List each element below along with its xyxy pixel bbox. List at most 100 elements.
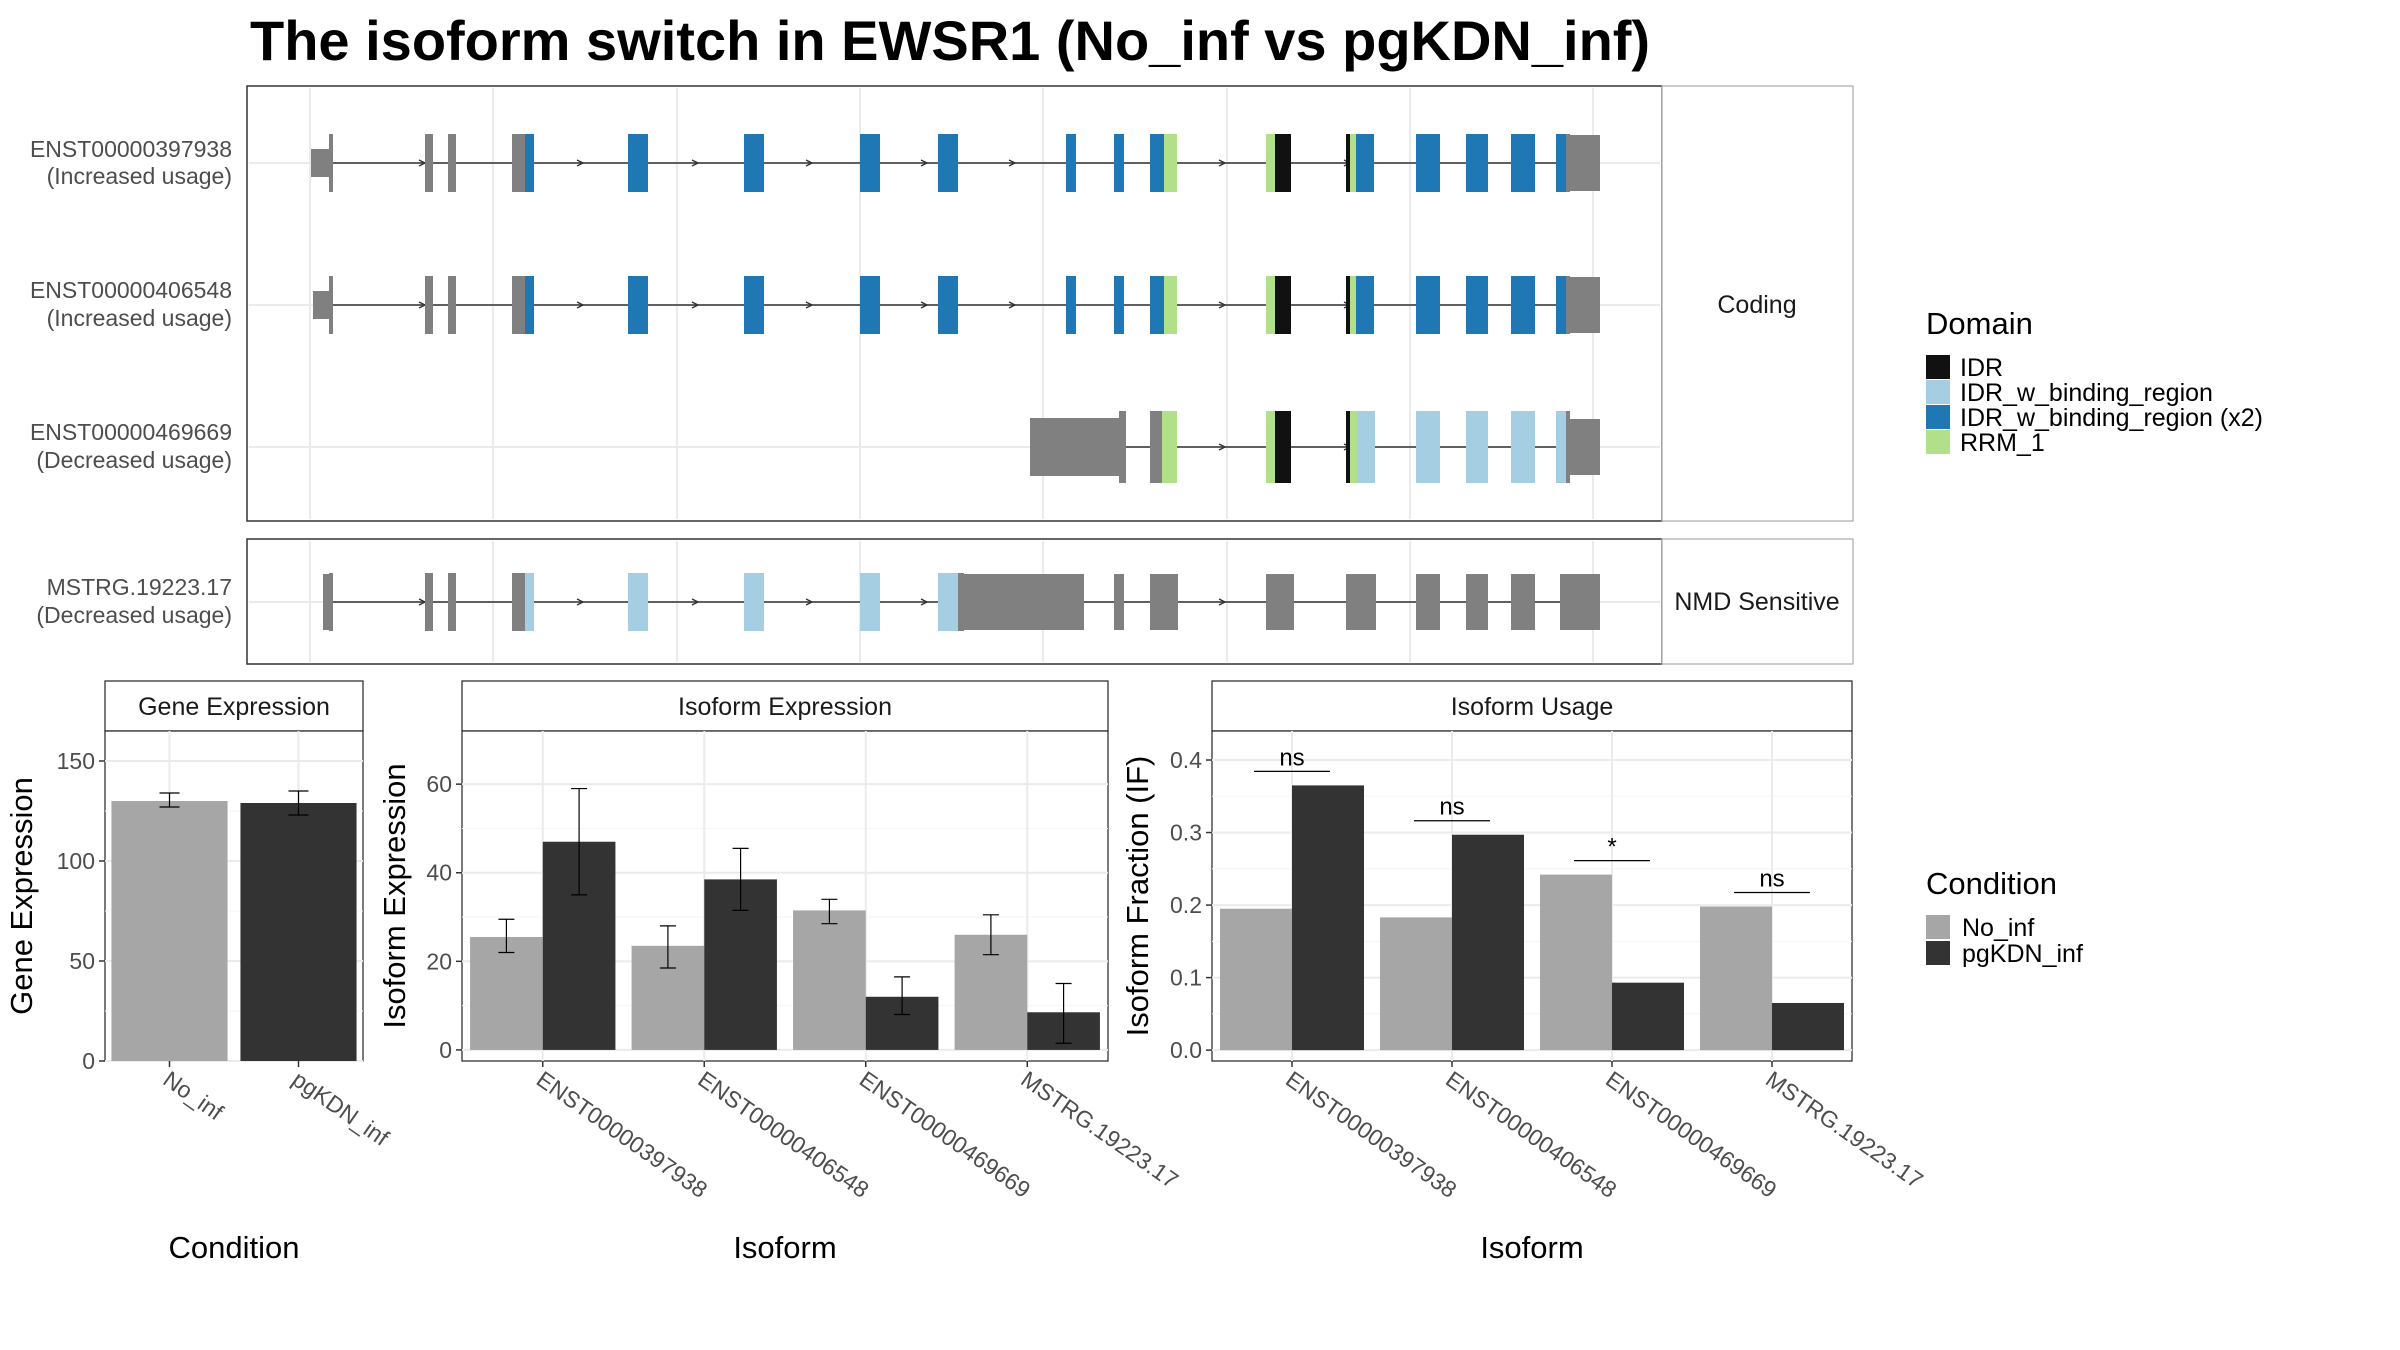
bar [470, 936, 543, 1050]
coding-strip [1661, 85, 1854, 522]
legend-label: IDR_w_binding_region (x2) [1960, 404, 2263, 432]
y-tick-label: 20 [426, 948, 452, 974]
direction-arrow [576, 159, 585, 167]
domain-block [860, 276, 880, 334]
utr-block [1570, 277, 1600, 333]
direction-arrow [691, 301, 700, 309]
y-axis-title: Gene Expression [4, 777, 39, 1015]
legend-label: IDR_w_binding_region [1960, 379, 2213, 407]
domain-block [1066, 134, 1076, 192]
transcript-labels: ENST00000397938 (Increased usage) ENST00… [30, 136, 232, 628]
domain-block [1556, 276, 1566, 334]
domain-block [744, 573, 764, 631]
exon [425, 134, 433, 192]
nmd-strip-label: NMD Sensitive [1674, 588, 1839, 616]
direction-arrow [805, 301, 814, 309]
direction-arrow [691, 598, 700, 606]
domain-block [1066, 276, 1076, 334]
utr-block [1266, 574, 1294, 630]
utr-block [1560, 574, 1600, 630]
y-tick-label: 40 [426, 860, 452, 886]
domain-block [1466, 134, 1488, 192]
legend-key-idr [1926, 355, 1950, 379]
utr-block [323, 574, 331, 630]
exon [512, 573, 525, 631]
domain-block [1114, 134, 1124, 192]
transcript-structures [311, 134, 1600, 631]
direction-arrow [1218, 443, 1227, 451]
domain-block [628, 134, 648, 192]
y-tick-label: 50 [69, 948, 95, 974]
domain-block [1266, 134, 1275, 192]
nmd-strip [1661, 538, 1854, 665]
bar [1220, 908, 1292, 1051]
exon [448, 276, 456, 334]
legend-label: pgKDN_inf [1962, 940, 2083, 968]
utr-block [1030, 418, 1122, 476]
domain-block [1466, 411, 1488, 483]
y-axis-title: Isoform Expression [377, 763, 412, 1028]
domain-block [1150, 134, 1164, 192]
domain-block [1356, 276, 1374, 334]
transcript-label-usage: (Decreased usage) [36, 447, 232, 473]
legend-label: RRM_1 [1960, 429, 2045, 457]
isoform-expression-panel: Isoform Expression 0 20 40 60 ENST0000039793… [377, 680, 1183, 1265]
gene-expression-panel: Gene Expression 0 50 100 150 No_inf pgKDN_inf… [4, 680, 395, 1265]
direction-arrow [1218, 159, 1227, 167]
domain-block [1346, 411, 1350, 483]
domain-block [1266, 411, 1275, 483]
domain-block [1416, 134, 1440, 192]
direction-arrow [576, 301, 585, 309]
bar [1700, 906, 1772, 1051]
exon [425, 573, 433, 631]
legend-label: No_inf [1962, 914, 2034, 942]
y-axis-title: Isoform Fraction (IF) [1120, 756, 1155, 1037]
utr-block [1416, 574, 1440, 630]
domain-block [1416, 276, 1440, 334]
direction-arrow [1218, 598, 1227, 606]
legend-key-idr-binding [1926, 380, 1950, 404]
transcript-label-id: MSTRG.19223.17 [47, 574, 232, 600]
exon [425, 276, 433, 334]
bar [240, 803, 357, 1061]
coding-strip-label: Coding [1717, 291, 1796, 319]
exon [512, 134, 525, 192]
domain-block [1511, 134, 1535, 192]
transcript-label-usage: (Increased usage) [47, 305, 232, 331]
exon [512, 276, 525, 334]
domain-block [1164, 276, 1177, 334]
domain-block [525, 276, 534, 334]
panel-strip-label: Isoform Expression [678, 693, 892, 721]
domain-block [1275, 134, 1291, 192]
exon [1566, 411, 1570, 483]
gene-expression-marks: 0 50 100 150 No_inf pgKDN_inf [57, 731, 395, 1151]
direction-arrow [576, 598, 585, 606]
domain-block [744, 134, 764, 192]
legend-label: IDR [1960, 354, 2003, 382]
figure-title: The isoform switch in EWSR1 (No_inf vs p… [250, 9, 1650, 72]
panel-strip [461, 680, 1109, 732]
transcript-label-id: ENST00000469669 [30, 419, 232, 445]
domain-block [1150, 276, 1164, 334]
panel-strip-label: Gene Expression [138, 693, 330, 721]
domain-block [628, 573, 648, 631]
exon [1150, 411, 1162, 483]
domain-block [1416, 411, 1440, 483]
exon [448, 573, 456, 631]
domain-block [860, 573, 880, 631]
domain-block [1162, 411, 1177, 483]
y-tick-label: 0.3 [1170, 820, 1202, 846]
utr-block [1150, 574, 1178, 630]
domain-block [1356, 134, 1374, 192]
panel-strip-label: Isoform Usage [1451, 693, 1614, 721]
x-tick-label: pgKDN_inf [288, 1066, 395, 1151]
domain-block [1346, 276, 1350, 334]
domain-block [1266, 276, 1275, 334]
x-tick-label: MSTRG.19223.17 [1016, 1066, 1183, 1194]
x-tick-label: ENST00000397938 [532, 1066, 712, 1203]
utr-block [964, 574, 1084, 630]
utr-block [1114, 574, 1124, 630]
utr-block [1466, 574, 1488, 630]
exon [329, 276, 333, 334]
